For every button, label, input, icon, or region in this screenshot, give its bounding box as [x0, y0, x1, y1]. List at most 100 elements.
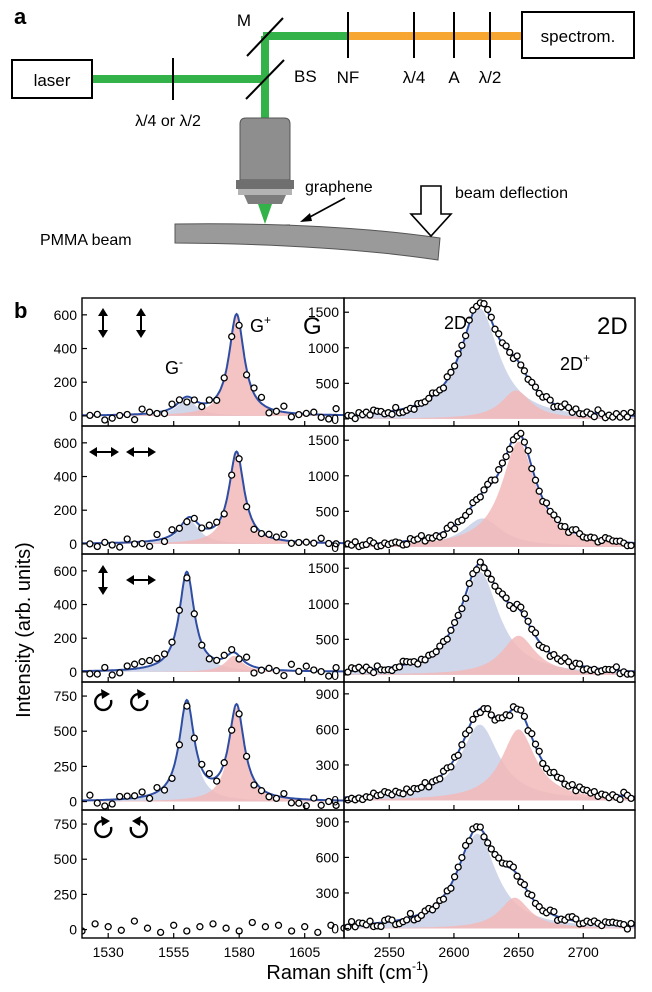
output-hwp-label: λ/2 [479, 68, 502, 87]
data-point [568, 780, 576, 789]
data-point [168, 638, 176, 646]
data-point [280, 671, 288, 680]
data-point [242, 503, 251, 511]
data-point [93, 670, 101, 678]
data-point [332, 801, 340, 810]
data-point [447, 763, 455, 771]
x-tick-label: 1555 [158, 944, 189, 960]
data-point [295, 667, 303, 676]
data-point [108, 414, 116, 422]
data-point [130, 917, 139, 925]
data-point [461, 841, 470, 850]
peak-plus-fill [82, 452, 344, 544]
data-point [439, 384, 448, 392]
data-point [517, 361, 525, 369]
data-point [272, 667, 281, 675]
graphene-label: graphene [305, 179, 373, 196]
data-point [257, 666, 266, 674]
data-point [484, 839, 492, 847]
y-tick-label: 0 [331, 921, 339, 937]
data-point [86, 411, 94, 420]
data-point [325, 415, 333, 423]
data-point [91, 920, 99, 928]
data-point [627, 541, 635, 550]
data-point [287, 660, 296, 668]
data-point [550, 768, 558, 777]
data-point [410, 405, 418, 413]
data-point [392, 403, 400, 412]
data-point [513, 872, 521, 880]
data-point [454, 863, 462, 871]
plot-content [82, 917, 344, 937]
peak-minus-fill [344, 724, 635, 801]
data-point [403, 916, 411, 924]
data-point [535, 487, 543, 495]
data-point [160, 409, 169, 418]
y-tick-label: 1500 [308, 560, 339, 576]
data-point [310, 539, 318, 547]
2d-minus-label: 2D- [444, 310, 471, 333]
data-point [520, 367, 529, 375]
data-point [369, 668, 378, 677]
data-point [228, 645, 236, 654]
data-point [480, 833, 488, 841]
data-point [487, 711, 495, 719]
fit-line [82, 698, 344, 802]
data-point [265, 664, 273, 672]
data-point [590, 413, 598, 421]
arrow-horizontal-icon [126, 575, 156, 585]
data-point [287, 799, 296, 807]
data-point [520, 610, 529, 618]
data-point [116, 411, 124, 420]
data-point [480, 486, 488, 494]
data-point [153, 409, 161, 418]
data-point [160, 650, 169, 658]
data-point [487, 313, 495, 321]
plot-G-3: 0 200 400 600 [54, 553, 345, 683]
data-point [332, 540, 340, 548]
data-point [539, 759, 547, 768]
data-point [332, 663, 340, 672]
notch-filter-label: NF [337, 68, 360, 87]
data-point [235, 710, 243, 718]
data-point [116, 543, 124, 551]
plot-content [344, 299, 635, 423]
output-qwp-label: λ/4 [403, 68, 426, 87]
data-point [130, 540, 139, 548]
data-point [528, 464, 536, 473]
data-point [86, 791, 94, 799]
plot-2D-2: 0 500 1000 1500 [308, 425, 636, 555]
panel-a: a laser spectrom. λ/4 or λ/2 M BS NF λ/4 [11, 4, 635, 261]
data-point [228, 471, 236, 479]
panel-a-letter: a [14, 4, 27, 29]
data-point [302, 662, 310, 670]
y-tick-label: 900 [316, 686, 340, 702]
plot-content [344, 429, 635, 551]
data-point [86, 540, 94, 548]
data-point [616, 795, 624, 804]
data-point [491, 325, 499, 333]
data-point [220, 651, 228, 659]
data-point [198, 641, 206, 649]
data-point [213, 656, 221, 665]
graphene-arrowhead [300, 213, 312, 222]
x-tick-label: 2650 [503, 944, 534, 960]
arrow-vertical-icon [98, 308, 108, 338]
data-point [395, 663, 404, 671]
data-point [564, 658, 573, 666]
data-point [93, 542, 101, 551]
y-tick-label: 500 [54, 723, 78, 739]
y-tick-label: 0 [331, 793, 339, 809]
data-point [302, 538, 310, 546]
arrow-vertical-icon [136, 308, 146, 338]
data-point [168, 774, 176, 783]
data-point [461, 332, 470, 340]
data-point [280, 402, 288, 410]
2d-panel-title: 2D [597, 313, 628, 340]
objective-lens [236, 117, 294, 204]
data-point [108, 671, 116, 679]
spectrometer-box [521, 11, 635, 59]
peak-minus-fill [82, 703, 344, 802]
data-point [553, 515, 562, 524]
beam-deflection-label: beam deflection [455, 185, 568, 202]
